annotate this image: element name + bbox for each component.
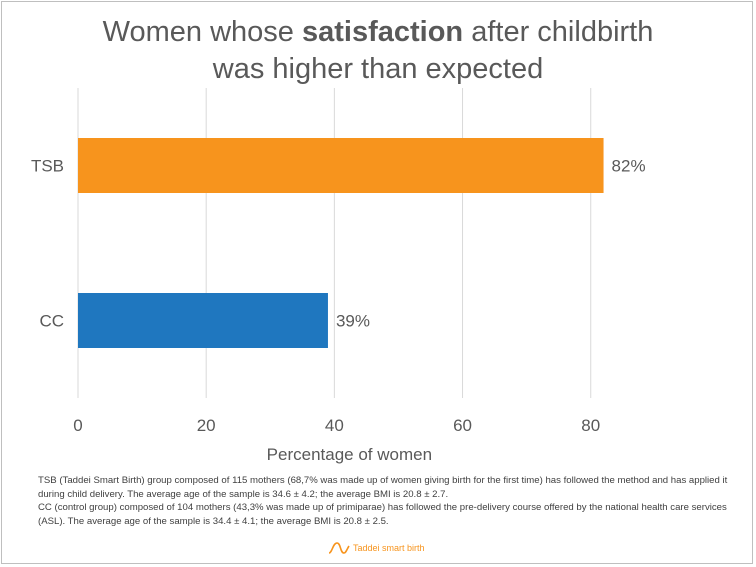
- x-tick-label: 0: [73, 416, 82, 435]
- title-part-2: after childbirth: [463, 16, 654, 48]
- footnote: TSB (Taddei Smart Birth) group composed …: [38, 474, 728, 528]
- bar-chart: 0 20 40 60 80 Percentage of women TSB 82% CC 39%: [31, 88, 646, 464]
- bar-tsb: [78, 138, 604, 193]
- title-part-1: Women whose: [102, 16, 302, 48]
- x-axis-label: Percentage of women: [267, 445, 432, 464]
- bar-cc: [78, 293, 328, 348]
- x-tick-label: 40: [325, 416, 344, 435]
- category-label: TSB: [31, 157, 64, 176]
- category-label: CC: [39, 312, 64, 331]
- title-line-2: was higher than expected: [212, 53, 544, 85]
- footnote-tsb: TSB (Taddei Smart Birth) group composed …: [38, 475, 728, 500]
- data-label: 39%: [336, 312, 370, 331]
- x-tick-label: 60: [453, 416, 472, 435]
- title-bold-word: satisfaction: [301, 16, 464, 48]
- logo-text: Taddei smart birth: [353, 543, 425, 553]
- data-label: 82%: [612, 157, 646, 176]
- x-tick-label: 80: [581, 416, 600, 435]
- brand-logo: Taddei smart birth: [328, 538, 425, 558]
- x-tick-label: 20: [197, 416, 216, 435]
- footnote-cc: CC (control group) composed of 104 mothe…: [38, 502, 727, 527]
- wave-logo-icon: [328, 542, 350, 554]
- chart-title: Women whose satisfaction after childbirt…: [0, 14, 756, 88]
